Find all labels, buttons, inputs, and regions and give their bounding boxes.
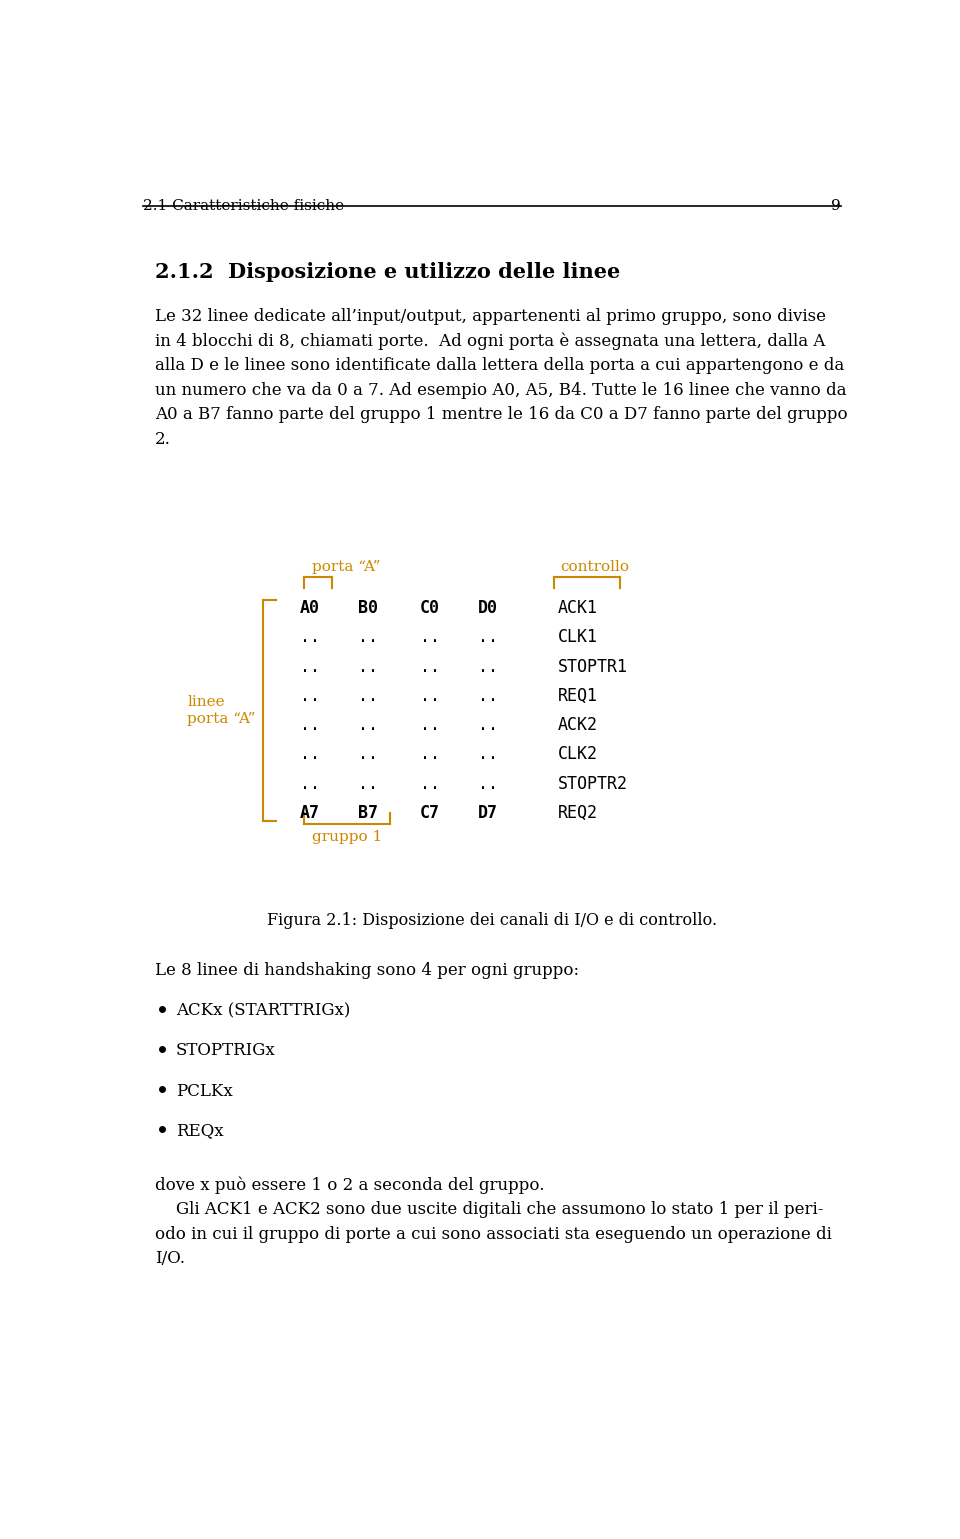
Text: ACK1: ACK1 bbox=[558, 599, 598, 617]
Text: porta “A”: porta “A” bbox=[312, 560, 381, 574]
Text: A0 a B7 fanno parte del gruppo 1 mentre le 16 da C0 a D7 fanno parte del gruppo: A0 a B7 fanno parte del gruppo 1 mentre … bbox=[155, 406, 848, 423]
Text: ..: .. bbox=[300, 774, 320, 793]
Text: alla D e le linee sono identificate dalla lettera della porta a cui appartengono: alla D e le linee sono identificate dall… bbox=[155, 357, 844, 374]
Text: CLK2: CLK2 bbox=[558, 745, 598, 763]
Text: ..: .. bbox=[478, 716, 498, 734]
Text: 2.1 Caratteristiche fisiche: 2.1 Caratteristiche fisiche bbox=[143, 199, 345, 212]
Text: REQx: REQx bbox=[176, 1122, 224, 1139]
Text: in 4 blocchi di 8, chiamati porte.  Ad ogni porta è assegnata una lettera, dalla: in 4 blocchi di 8, chiamati porte. Ad og… bbox=[155, 332, 826, 349]
Text: 2.1.2  Disposizione e utilizzo delle linee: 2.1.2 Disposizione e utilizzo delle line… bbox=[155, 262, 620, 282]
Text: ..: .. bbox=[300, 745, 320, 763]
Text: C7: C7 bbox=[420, 803, 440, 822]
Text: STOPTR2: STOPTR2 bbox=[558, 774, 628, 793]
Text: 2.: 2. bbox=[155, 431, 171, 448]
Text: Gli ACK1 e ACK2 sono due uscite digitali che assumono lo stato 1 per il peri-: Gli ACK1 e ACK2 sono due uscite digitali… bbox=[155, 1200, 824, 1217]
Text: PCLKx: PCLKx bbox=[176, 1082, 232, 1099]
Text: odo in cui il gruppo di porte a cui sono associati sta eseguendo un operazione d: odo in cui il gruppo di porte a cui sono… bbox=[155, 1225, 831, 1242]
Text: REQ1: REQ1 bbox=[558, 686, 598, 705]
Text: linee
porta “A”: linee porta “A” bbox=[187, 696, 255, 726]
Text: STOPTR1: STOPTR1 bbox=[558, 657, 628, 676]
Text: A7: A7 bbox=[300, 803, 320, 822]
Text: ..: .. bbox=[420, 745, 440, 763]
Text: dove x può essere 1 o 2 a seconda del gruppo.: dove x può essere 1 o 2 a seconda del gr… bbox=[155, 1176, 544, 1194]
Text: C0: C0 bbox=[420, 599, 440, 617]
Text: ..: .. bbox=[420, 716, 440, 734]
Text: ACK2: ACK2 bbox=[558, 716, 598, 734]
Text: un numero che va da 0 a 7. Ad esempio A0, A5, B4. Tutte le 16 linee che vanno da: un numero che va da 0 a 7. Ad esempio A0… bbox=[155, 382, 847, 399]
Text: ..: .. bbox=[358, 774, 378, 793]
Text: ..: .. bbox=[478, 686, 498, 705]
Text: controllo: controllo bbox=[561, 560, 629, 574]
Text: ..: .. bbox=[300, 716, 320, 734]
Text: CLK1: CLK1 bbox=[558, 628, 598, 646]
Text: gruppo 1: gruppo 1 bbox=[312, 830, 382, 843]
Text: B7: B7 bbox=[358, 803, 378, 822]
Text: ..: .. bbox=[420, 686, 440, 705]
Text: REQ2: REQ2 bbox=[558, 803, 598, 822]
Text: ..: .. bbox=[478, 745, 498, 763]
Text: ..: .. bbox=[300, 657, 320, 676]
Text: ..: .. bbox=[358, 745, 378, 763]
Text: B0: B0 bbox=[358, 599, 378, 617]
Text: ..: .. bbox=[420, 774, 440, 793]
Text: I/O.: I/O. bbox=[155, 1250, 185, 1267]
Text: Le 32 linee dedicate all’input/output, appartenenti al primo gruppo, sono divise: Le 32 linee dedicate all’input/output, a… bbox=[155, 308, 826, 325]
Text: ..: .. bbox=[478, 657, 498, 676]
Text: ..: .. bbox=[420, 628, 440, 646]
Text: D7: D7 bbox=[478, 803, 498, 822]
Text: ..: .. bbox=[358, 716, 378, 734]
Text: ..: .. bbox=[300, 686, 320, 705]
Text: ..: .. bbox=[358, 628, 378, 646]
Text: ..: .. bbox=[358, 657, 378, 676]
Text: STOPTRIGx: STOPTRIGx bbox=[176, 1042, 276, 1059]
Text: ..: .. bbox=[358, 686, 378, 705]
Text: ..: .. bbox=[478, 774, 498, 793]
Text: ACKx (STARTTRIGx): ACKx (STARTTRIGx) bbox=[176, 1002, 350, 1019]
Text: A0: A0 bbox=[300, 599, 320, 617]
Text: Le 8 linee di handshaking sono 4 per ogni gruppo:: Le 8 linee di handshaking sono 4 per ogn… bbox=[155, 962, 579, 979]
Text: Figura 2.1: Disposizione dei canali di I/O e di controllo.: Figura 2.1: Disposizione dei canali di I… bbox=[267, 913, 717, 930]
Text: 9: 9 bbox=[831, 199, 841, 212]
Text: D0: D0 bbox=[478, 599, 498, 617]
Text: ..: .. bbox=[420, 657, 440, 676]
Text: ..: .. bbox=[478, 628, 498, 646]
Text: ..: .. bbox=[300, 628, 320, 646]
